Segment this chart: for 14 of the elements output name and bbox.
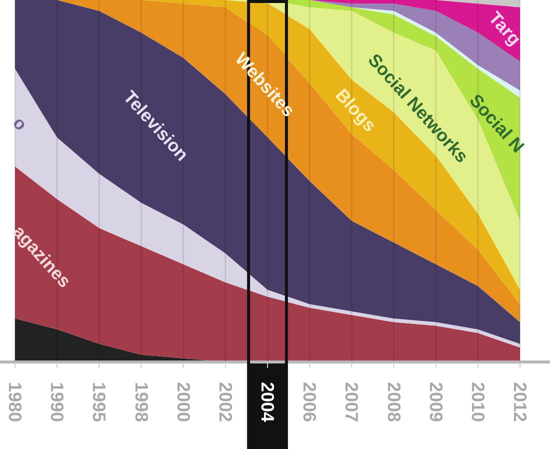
x-tick-label: 1990 — [47, 382, 68, 422]
x-tick-label: 1998 — [131, 382, 152, 422]
x-tick-label: 2004 — [258, 382, 278, 422]
x-tick-label: 2008 — [384, 382, 404, 422]
x-tick-label: 1995 — [89, 382, 110, 422]
x-tick-label: 2000 — [173, 382, 194, 422]
series-label: o — [8, 112, 32, 135]
x-tick-label: 2007 — [342, 382, 362, 422]
x-tick-label: 2006 — [300, 382, 320, 422]
x-tick-label: 2010 — [468, 382, 488, 422]
x-tick-label: 2012 — [510, 382, 530, 422]
x-tick-label: 1980 — [5, 382, 25, 422]
x-tick-label: 2009 — [426, 382, 446, 422]
x-tick-label: 2002 — [215, 382, 236, 422]
